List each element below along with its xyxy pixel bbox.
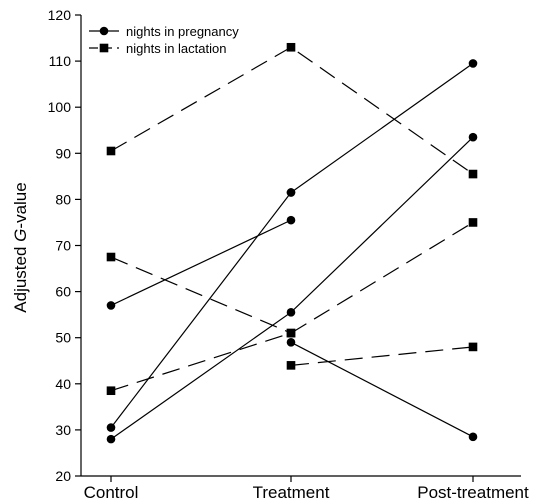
- data-point-circle: [468, 132, 478, 142]
- data-point-circle: [286, 215, 296, 225]
- y-tick-label: 50: [55, 330, 71, 346]
- y-ticks: 20 30 40 50 60 70 80 90 100 110 120: [48, 7, 81, 484]
- y-axis-label-suffix: -value: [11, 182, 30, 228]
- series-line-square: [110, 46, 474, 175]
- data-point-circle: [468, 59, 478, 68]
- data-point-square: [106, 252, 116, 262]
- data-point-circle: [286, 308, 296, 317]
- series-line-circle: [110, 136, 474, 440]
- x-ticks: Control Treatment Post-treatment: [84, 476, 529, 502]
- series-line-circle: [290, 62, 474, 193]
- legend-marker-circle: [99, 26, 109, 36]
- data-point-square: [468, 342, 478, 352]
- x-tick-label: Treatment: [253, 483, 330, 502]
- y-tick-label: 70: [55, 238, 71, 254]
- axes: [80, 15, 521, 477]
- data-point-square: [468, 218, 478, 227]
- legend: nights in pregnancy nights in lactation: [89, 24, 239, 56]
- data-point-square: [468, 169, 478, 179]
- data-point-circle: [106, 301, 116, 310]
- y-tick-label: 20: [55, 468, 71, 484]
- data-point-circle: [106, 423, 116, 432]
- legend-marker-square: [99, 43, 109, 53]
- data-point-circle: [106, 434, 116, 444]
- data-point-square: [106, 146, 116, 156]
- series-line-circle: [110, 192, 292, 428]
- y-tick-label: 100: [48, 99, 72, 115]
- y-tick-label: 80: [55, 191, 71, 207]
- y-tick-label: 120: [48, 7, 72, 23]
- series-line-square: [290, 346, 474, 366]
- series-markers: [106, 42, 478, 444]
- data-point-square: [286, 42, 296, 52]
- x-tick-label: Control: [84, 483, 139, 502]
- y-tick-label: 60: [55, 284, 71, 300]
- legend-label-lactation: nights in lactation: [126, 41, 226, 56]
- data-point-circle: [468, 432, 478, 442]
- data-point-square: [286, 361, 296, 370]
- y-axis-label-italic: G: [11, 229, 30, 242]
- data-point-circle: [286, 188, 296, 197]
- series-line-circle: [110, 219, 292, 306]
- series-lines: [110, 46, 474, 440]
- x-tick-label: Post-treatment: [417, 483, 529, 502]
- series-line-circle: [290, 341, 474, 438]
- legend-label-pregnancy: nights in pregnancy: [126, 24, 239, 39]
- y-tick-label: 110: [49, 53, 72, 69]
- series-line-square: [110, 221, 474, 392]
- y-tick-label: 40: [55, 376, 71, 392]
- data-point-square: [286, 328, 296, 338]
- data-point-circle: [286, 338, 296, 347]
- y-tick-label: 90: [55, 145, 71, 161]
- series-line-square: [110, 256, 292, 334]
- y-axis-label: Adjusted G-value: [11, 182, 30, 312]
- y-tick-label: 30: [55, 422, 71, 438]
- y-axis-label-prefix: Adjusted: [11, 242, 30, 313]
- data-point-square: [106, 386, 116, 396]
